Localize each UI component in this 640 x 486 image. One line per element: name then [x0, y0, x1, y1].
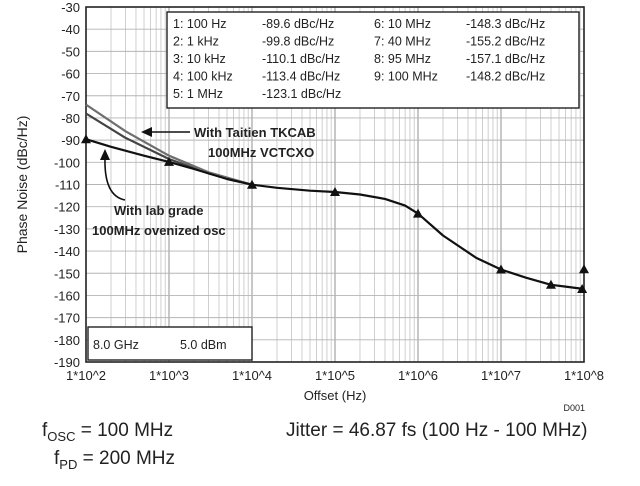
- marker-legend-entry: -148.3 dBc/Hz: [466, 17, 545, 31]
- f-pd-value: = 200 MHz: [77, 448, 176, 469]
- data-marker: [330, 187, 340, 197]
- y-tick-label: -120: [54, 200, 80, 215]
- y-tick-label: -130: [54, 222, 80, 237]
- y-tick-label: -40: [61, 22, 80, 37]
- f-osc-label: fOSC = 100 MHz: [42, 420, 173, 444]
- marker-legend-box: [166, 11, 580, 109]
- f-pd-label: fPD = 200 MHz: [54, 448, 175, 472]
- figure-id: D001: [563, 403, 585, 413]
- annotation-lab-arrow: [104, 157, 126, 201]
- x-tick-label: 1*10^3: [149, 368, 189, 383]
- marker-legend-entry: -157.1 dBc/Hz: [466, 52, 545, 66]
- x-tick-label: 1*10^5: [315, 368, 355, 383]
- x-tick-label: 1*10^2: [66, 368, 106, 383]
- marker-legend-entry: 5: 1 MHz: [173, 87, 223, 101]
- settings-frequency: 8.0 GHz: [93, 338, 139, 352]
- data-marker: [164, 156, 174, 166]
- annotation-lab-line1: With lab grade: [114, 203, 203, 218]
- data-marker: [81, 134, 91, 144]
- y-tick-label: -110: [55, 178, 80, 193]
- marker-legend-entry: -123.1 dBc/Hz: [262, 87, 341, 101]
- marker-legend-entry: -113.4 dBc/Hz: [262, 70, 340, 84]
- y-tick-label: -140: [54, 244, 80, 259]
- data-marker: [247, 179, 257, 189]
- annotation-lab-arrowhead: [100, 149, 110, 160]
- settings-box: [87, 326, 253, 361]
- x-tick-label: 1*10^8: [564, 368, 604, 383]
- y-tick-label: -70: [61, 89, 80, 104]
- marker-legend-entry: 9: 100 MHz: [374, 70, 438, 84]
- data-marker: [545, 279, 556, 289]
- marker-legend-entry: 8: 95 MHz: [374, 52, 431, 66]
- annotation-taitien-line2: 100MHz VCTCXO: [208, 145, 314, 160]
- y-tick-label: -150: [54, 266, 80, 281]
- marker-legend-entry: 3: 10 kHz: [173, 52, 226, 66]
- y-tick-label: -50: [61, 44, 80, 59]
- marker-legend-entry: -99.8 dBc/Hz: [262, 35, 334, 49]
- x-tick-label: 1*10^6: [398, 368, 438, 383]
- marker-legend-entry: 6: 10 MHz: [374, 17, 431, 31]
- jitter-label: Jitter = 46.87 fs (100 Hz - 100 MHz): [286, 420, 588, 441]
- plot-frame: [85, 6, 585, 363]
- y-tick-label: -30: [61, 0, 80, 15]
- f-osc-symbol: f: [42, 420, 48, 441]
- marker-legend-entry: -89.6 dBc/Hz: [262, 17, 334, 31]
- marker-legend-entry: -110.1 dBc/Hz: [262, 52, 340, 66]
- y-axis-label: Phase Noise (dBc/Hz): [14, 116, 30, 254]
- f-osc-subscript: OSC: [47, 428, 76, 444]
- series-line: [85, 138, 585, 291]
- f-pd-symbol: f: [54, 448, 60, 469]
- data-marker: [577, 284, 588, 294]
- marker-legend-entry: 1: 100 Hz: [173, 17, 227, 31]
- marker-legend-entry: 7: 40 MHz: [374, 35, 431, 49]
- series-line: [85, 103, 253, 186]
- f-osc-value: = 100 MHz: [75, 420, 174, 441]
- x-tick-label: 1*10^7: [481, 368, 521, 383]
- data-marker: [413, 208, 423, 218]
- annotation-taitien-arrowhead: [141, 127, 152, 137]
- y-tick-label: -170: [54, 311, 80, 326]
- x-tick-label: 1*10^4: [232, 368, 272, 383]
- f-pd-subscript: PD: [59, 456, 78, 472]
- marker-legend-entry: -148.2 dBc/Hz: [466, 70, 545, 84]
- x-axis-label: Offset (Hz): [304, 388, 367, 403]
- marker-legend-entry: 2: 1 kHz: [173, 35, 219, 49]
- annotation-taitien-line1: With Taitien TKCAB: [194, 125, 316, 140]
- y-tick-label: -90: [61, 133, 80, 148]
- settings-power: 5.0 dBm: [180, 338, 227, 352]
- annotation-lab-line2: 100MHz ovenized osc: [92, 223, 226, 238]
- y-tick-label: -160: [54, 288, 80, 303]
- y-tick-label: -60: [61, 67, 80, 82]
- marker-legend-entry: 4: 100 kHz: [173, 70, 233, 84]
- y-tick-label: -80: [61, 111, 80, 126]
- y-tick-label: -100: [54, 155, 80, 170]
- data-marker: [579, 264, 589, 274]
- y-tick-label: -180: [54, 333, 80, 348]
- marker-legend-entry: -155.2 dBc/Hz: [466, 35, 545, 49]
- y-tick-label: -190: [54, 355, 80, 370]
- data-marker: [496, 264, 506, 274]
